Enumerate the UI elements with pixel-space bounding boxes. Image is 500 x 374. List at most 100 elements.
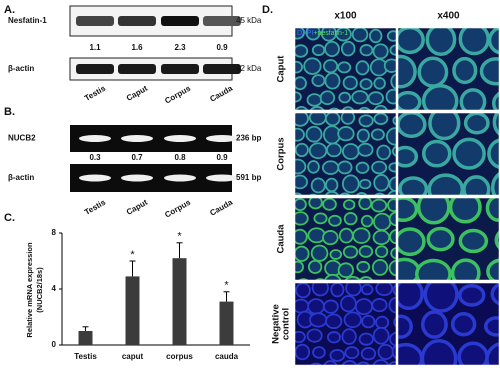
micrograph bbox=[397, 27, 500, 111]
tubule bbox=[307, 298, 325, 315]
tubule bbox=[338, 227, 354, 244]
tubule bbox=[295, 198, 307, 212]
tubule bbox=[325, 177, 339, 193]
tubule bbox=[345, 283, 362, 297]
tubule bbox=[356, 361, 370, 365]
tubule bbox=[329, 349, 346, 362]
tubule bbox=[391, 344, 396, 360]
gel-band bbox=[121, 135, 153, 142]
tubules bbox=[398, 283, 499, 365]
tubule bbox=[351, 90, 369, 105]
row-label: Cauda bbox=[276, 224, 287, 254]
tubule bbox=[450, 258, 481, 280]
tubule bbox=[358, 276, 373, 280]
gel-band bbox=[164, 174, 196, 182]
tubule bbox=[420, 310, 448, 339]
tubule bbox=[295, 28, 305, 40]
blot-band bbox=[118, 16, 156, 26]
tubule bbox=[356, 192, 368, 195]
tubule bbox=[398, 176, 429, 195]
tubule bbox=[372, 43, 389, 60]
micrograph bbox=[294, 27, 397, 111]
significance: * bbox=[224, 280, 229, 292]
tubule bbox=[371, 258, 389, 276]
tubule bbox=[329, 249, 343, 260]
tubule bbox=[341, 328, 357, 345]
tubule bbox=[343, 311, 362, 329]
tubule bbox=[305, 125, 323, 143]
tubule bbox=[310, 362, 322, 365]
tubule bbox=[398, 314, 413, 339]
tubule bbox=[458, 228, 489, 254]
tubule bbox=[295, 192, 303, 195]
y-tick-label: 4 bbox=[52, 284, 57, 293]
tubule bbox=[309, 312, 328, 328]
micrograph-border bbox=[294, 27, 397, 111]
tubule bbox=[485, 198, 499, 222]
tubule bbox=[337, 160, 353, 175]
tubule bbox=[295, 113, 309, 127]
tubule bbox=[311, 283, 329, 297]
tubule bbox=[305, 28, 321, 41]
tubules bbox=[295, 113, 396, 195]
tubule bbox=[462, 175, 491, 195]
micrograph-border bbox=[294, 112, 397, 196]
tubule bbox=[295, 76, 307, 91]
tubule bbox=[458, 28, 490, 56]
tubule bbox=[375, 283, 394, 297]
tubule bbox=[309, 106, 325, 110]
tubule bbox=[458, 283, 486, 307]
micrograph bbox=[294, 197, 397, 281]
tubule bbox=[306, 93, 323, 107]
tubule bbox=[376, 144, 392, 161]
tubule bbox=[295, 211, 309, 226]
tubule bbox=[342, 245, 359, 259]
tubule bbox=[295, 60, 303, 74]
tubule bbox=[361, 314, 376, 329]
tubule bbox=[387, 198, 396, 213]
tubule bbox=[311, 74, 326, 87]
tubule bbox=[373, 212, 392, 231]
tubule bbox=[356, 128, 370, 143]
significance: * bbox=[130, 249, 135, 261]
panel-label: C. bbox=[4, 212, 15, 224]
tubule bbox=[308, 142, 328, 160]
lane-label: Corpus bbox=[163, 197, 192, 219]
tubule bbox=[386, 127, 396, 146]
tubule bbox=[483, 316, 499, 337]
tubule bbox=[448, 198, 482, 224]
tubule bbox=[494, 230, 499, 250]
tubule bbox=[295, 298, 310, 314]
blot-band bbox=[76, 16, 114, 26]
lane-label: Caput bbox=[125, 198, 149, 217]
tubule bbox=[373, 113, 389, 125]
tubule bbox=[360, 283, 374, 296]
tubule bbox=[343, 212, 358, 226]
tubule bbox=[358, 178, 372, 190]
micrograph-border bbox=[397, 27, 500, 111]
tubule bbox=[452, 56, 478, 85]
tubule bbox=[373, 104, 388, 110]
tubule bbox=[388, 296, 396, 314]
tubule bbox=[373, 174, 390, 192]
y-tick-label: 8 bbox=[52, 228, 57, 237]
tubule bbox=[389, 331, 396, 347]
tubule bbox=[372, 359, 390, 365]
tubule bbox=[367, 91, 384, 106]
blot-band bbox=[76, 64, 114, 74]
tubule bbox=[370, 128, 385, 141]
tubule bbox=[295, 142, 309, 158]
gel-band bbox=[121, 174, 153, 182]
gel-band bbox=[206, 174, 238, 182]
gel-band bbox=[79, 135, 111, 142]
tubule bbox=[372, 326, 390, 345]
tubule bbox=[328, 214, 342, 227]
tubule bbox=[324, 72, 341, 90]
lane-label: Cauda bbox=[208, 83, 234, 103]
tubule bbox=[421, 84, 459, 110]
blot-size: 45 kDa bbox=[236, 16, 262, 25]
ratio: 0.8 bbox=[174, 153, 186, 162]
tubule bbox=[330, 283, 345, 298]
tubule bbox=[421, 139, 452, 168]
tubule bbox=[295, 283, 311, 299]
